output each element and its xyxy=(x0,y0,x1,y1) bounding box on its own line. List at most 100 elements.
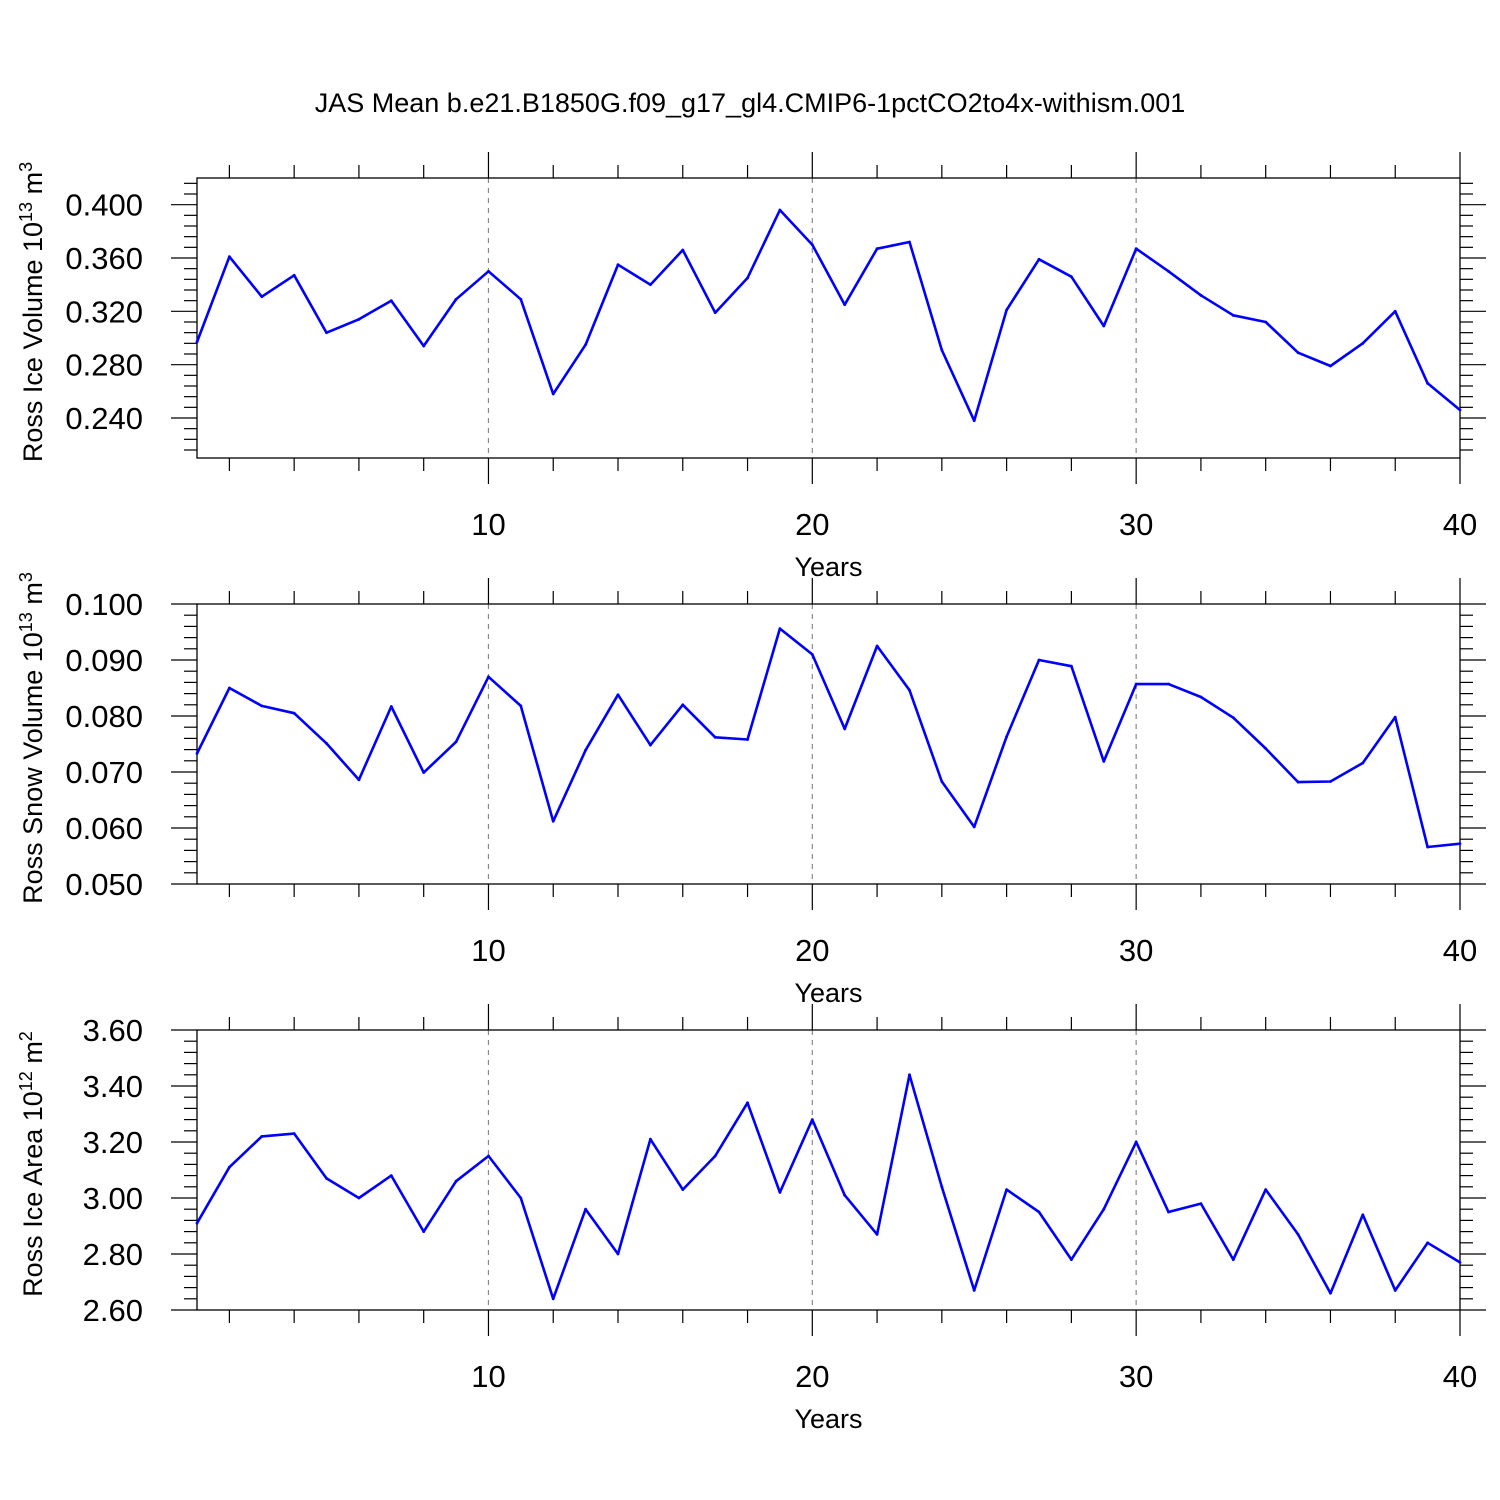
data-point xyxy=(1102,324,1106,328)
data-point xyxy=(454,740,458,744)
data-point xyxy=(843,303,847,307)
panel-3: 2.60 2.80 3.00 3.20 3.40 3.60 10 20 30 40 Years Ros… xyxy=(16,1004,1486,1434)
data-point xyxy=(875,644,879,648)
data-point xyxy=(551,819,555,823)
data-point xyxy=(1005,308,1009,312)
data-point xyxy=(616,1252,620,1256)
x-axis-title: Years xyxy=(794,978,862,1008)
plot-frame xyxy=(196,1029,1461,1311)
y-tick-label: 2.80 xyxy=(83,1237,143,1272)
data-point xyxy=(778,627,782,631)
data-point xyxy=(1393,715,1397,719)
y-tick-label: 3.40 xyxy=(83,1069,143,1104)
panel-2: 0.050 0.060 0.070 0.080 0.090 0.100 10 20 30 40 Ye… xyxy=(16,572,1486,1008)
data-point xyxy=(713,311,717,315)
data-point xyxy=(940,1185,944,1189)
data-point xyxy=(195,752,199,755)
y-axis-title-superscript: 2 xyxy=(16,1031,36,1041)
data-point xyxy=(1458,408,1462,412)
figure-title: JAS Mean b.e21.B1850G.f09_g17_gl4.CMIP6-… xyxy=(314,88,1186,118)
data-point xyxy=(1005,1188,1009,1191)
data-point xyxy=(1329,364,1332,368)
data-point xyxy=(292,1132,296,1135)
data-point xyxy=(227,255,231,259)
data-point xyxy=(908,1073,911,1077)
data-point xyxy=(778,1191,782,1194)
x-tick-label: 20 xyxy=(795,1359,829,1394)
data-point xyxy=(1426,1241,1430,1245)
data-point xyxy=(1199,1202,1203,1205)
data-point xyxy=(487,269,490,273)
data-point xyxy=(648,1137,652,1141)
data-point xyxy=(1231,1258,1235,1261)
data-point xyxy=(972,1289,976,1292)
data-point xyxy=(260,1135,264,1138)
series-line xyxy=(195,1073,1461,1301)
data-point xyxy=(713,735,717,739)
data-point xyxy=(195,340,199,344)
data-point xyxy=(1167,1210,1170,1214)
y-axis-title-superscript: 3 xyxy=(16,572,36,582)
data-point xyxy=(940,348,944,352)
x-tick-label: 10 xyxy=(471,1359,505,1394)
data-point xyxy=(454,1179,458,1183)
y-axis-title: Ross Snow Volume 1013 m3 xyxy=(16,572,48,904)
data-point xyxy=(1264,320,1268,324)
x-tick-label: 20 xyxy=(795,933,829,968)
data-point xyxy=(908,240,911,244)
y-tick-label: 0.240 xyxy=(65,401,143,436)
data-point xyxy=(746,276,749,280)
data-point xyxy=(681,248,685,252)
y-axis-title-text: m xyxy=(18,172,48,202)
data-point xyxy=(519,1196,523,1200)
y-axis-title-superscript: 13 xyxy=(16,202,36,222)
data-point xyxy=(1005,735,1009,739)
data-point xyxy=(1167,269,1170,273)
data-point xyxy=(519,704,523,708)
y-tick-label: 0.100 xyxy=(65,587,143,622)
data-point xyxy=(1264,1188,1268,1191)
y-axis-title-superscript: 3 xyxy=(16,162,36,172)
x-tick-label: 40 xyxy=(1443,933,1477,968)
data-point xyxy=(357,1196,361,1200)
x-tick-label: 40 xyxy=(1443,1359,1477,1394)
data-point xyxy=(1069,275,1073,279)
data-point xyxy=(746,738,749,741)
data-point xyxy=(1134,1140,1138,1144)
y-axis-title: Ross Ice Area 1012 m2 xyxy=(16,1031,48,1297)
data-point xyxy=(584,343,588,347)
data-point xyxy=(648,743,652,747)
data-point xyxy=(810,653,814,656)
series-line xyxy=(195,627,1461,849)
data-point xyxy=(292,711,296,715)
data-point xyxy=(260,704,264,708)
data-point xyxy=(1296,1233,1300,1236)
panel-1: 0.240 0.280 0.320 0.360 0.400 10 20 30 40 Years Ro… xyxy=(16,152,1486,582)
y-axis-title-text: Ross Snow Volume 10 xyxy=(18,632,48,904)
data-point xyxy=(584,1207,588,1211)
data-point xyxy=(1199,293,1203,297)
y-tick-label: 3.00 xyxy=(83,1181,143,1216)
data-point xyxy=(1037,257,1041,261)
data-point xyxy=(584,748,588,752)
data-point xyxy=(1361,341,1365,345)
y-axis-title: Ross Ice Volume 1013 m3 xyxy=(16,162,48,462)
y-tick-label: 0.320 xyxy=(65,294,143,329)
y-tick-label: 0.080 xyxy=(65,699,143,734)
data-point xyxy=(1329,1291,1332,1295)
x-tick-label: 30 xyxy=(1119,933,1153,968)
data-point xyxy=(487,1154,490,1158)
data-point xyxy=(422,344,426,348)
y-tick-label: 0.400 xyxy=(65,188,143,223)
data-point xyxy=(1458,842,1462,846)
data-point xyxy=(260,295,264,299)
data-point xyxy=(357,317,361,321)
data-point xyxy=(551,392,555,396)
y-tick-label: 0.280 xyxy=(65,348,143,383)
y-tick-label: 0.360 xyxy=(65,241,143,276)
data-point xyxy=(195,1221,199,1225)
data-point xyxy=(746,1101,749,1105)
y-axis-title-superscript: 13 xyxy=(16,612,36,632)
data-point xyxy=(389,705,393,708)
data-point xyxy=(325,1177,328,1180)
